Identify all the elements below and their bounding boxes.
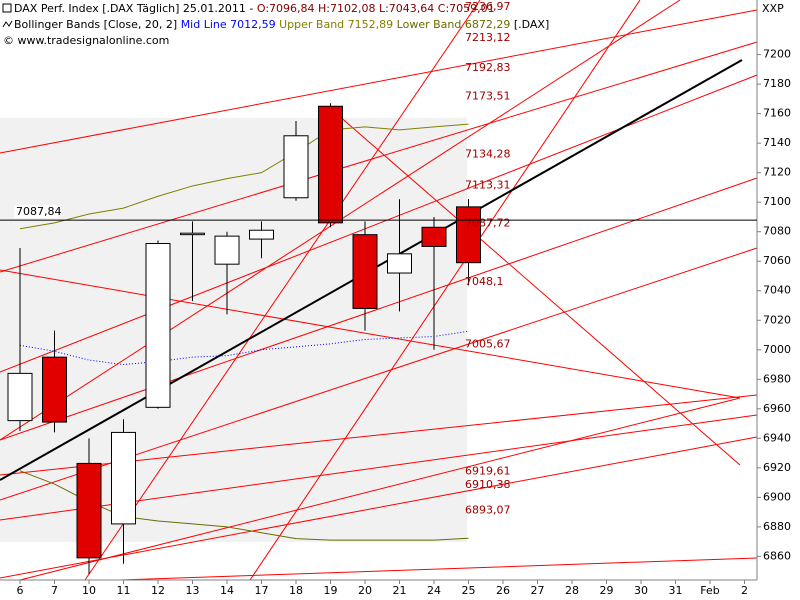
trend-line [0,41,758,273]
trend-line [0,436,758,579]
price-label-bg [14,205,58,219]
x-tick-label: 12 [151,584,165,597]
candle-body [42,356,67,423]
header-line: DAX Perf. Index [.DAX Täglich] 25.01.201… [14,2,495,15]
y-tick-label: 7160 [763,107,791,120]
y-tick-label: 6940 [763,431,791,444]
x-tick-label: 20 [358,584,372,597]
y-tick-label: 6980 [763,372,791,385]
y-tick-label: 6860 [763,549,791,562]
x-tick-label: 18 [289,584,303,597]
x-tick-label: 29 [600,584,614,597]
level-label: 6919,61 [465,464,511,477]
instrument-icon [2,3,12,13]
x-tick-label: 31 [669,584,683,597]
trend-line [0,177,758,441]
trend-line [84,0,481,581]
indicator-icon [2,20,13,28]
y-tick-label: 7000 [763,343,791,356]
y-tick-label: 6900 [763,490,791,503]
x-tick-label: 26 [496,584,510,597]
x-tick-label: 13 [186,584,200,597]
x-tick-label: 7 [51,584,58,597]
y-tick-label: 7020 [763,313,791,326]
legend-entry: Lower Band 6872,29 [397,18,511,31]
candle-body [387,253,412,274]
candle-body [421,226,447,247]
candle-body [283,135,309,199]
x-tick-label: 6 [17,584,24,597]
candle-body [145,243,171,408]
level-label: 6910,38 [465,478,511,491]
band-shade [0,118,467,542]
y-tick-label: 7180 [763,77,791,90]
ohlc-label: O:7096,84 H:7102,08 L:7043,64 C:7059,01 [257,2,495,15]
level-label: 7134,28 [465,148,511,161]
x-tick-label: 24 [427,584,441,597]
x-tick-label: 28 [565,584,579,597]
level-label: 7048,1 [465,275,504,288]
trend-line [329,107,741,466]
trend-line [0,9,758,154]
level-label: 7213,12 [465,31,511,44]
x-tick-label: 14 [220,584,234,597]
x-tick-label: 11 [117,584,131,597]
candle-body [111,431,136,525]
y-tick-label: 7120 [763,166,791,179]
level-label: 7113,31 [465,179,511,192]
candle-body [456,206,481,264]
indicator-name: Bollinger Bands [Close, 20, 2] [14,18,177,31]
candle-body [352,234,378,309]
x-tick-label: 10 [82,584,96,597]
trend-line [0,74,758,373]
indicator-symbol: [.DAX] [514,18,549,31]
x-tick-label: Feb [700,584,719,597]
candle-body [7,372,33,422]
level-label: 7236,97 [465,0,511,13]
level-label: 7005,67 [465,337,511,350]
price-label: 7087,84 [16,205,62,218]
y-tick-label: 6960 [763,402,791,415]
y-tick-label: 7080 [763,225,791,238]
x-tick-label: 30 [634,584,648,597]
candle-body [180,232,205,236]
plot-area [7,103,481,575]
band-line [19,123,469,230]
legend-entry: Mid Line 7012,59 [181,18,276,31]
candle-body [214,235,240,265]
level-label: 6893,07 [465,504,511,517]
y-tick-label: 7140 [763,136,791,149]
trend-line [19,397,741,581]
level-label: 7192,83 [465,61,511,74]
x-tick-label: 21 [393,584,407,597]
trend-line [119,557,758,581]
x-tick-label: 2 [741,584,748,597]
candle-body [76,462,102,559]
y-tick-label: 6920 [763,461,791,474]
candle-body [318,105,343,224]
level-label: 7087,72 [465,216,511,229]
y-tick-label: 7060 [763,254,791,267]
legend-entry: Upper Band 7152,89 [279,18,393,31]
x-tick-label: 25 [462,584,476,597]
x-tick-label: 19 [324,584,338,597]
level-label: 7173,51 [465,90,511,103]
copyright: © www.tradesignalonline.com [3,34,169,47]
chart-title: DAX Perf. Index [.DAX Täglich] 25.01.201… [14,2,253,15]
trend-line [0,269,741,399]
legend: Bollinger Bands [Close, 20, 2] Mid Line … [14,18,549,31]
corner-label: XXP [762,2,784,15]
y-tick-label: 7100 [763,195,791,208]
y-tick-label: 7040 [763,284,791,297]
candle-body [249,229,274,240]
x-tick-label: 17 [255,584,269,597]
trend-line [249,0,641,581]
y-tick-label: 7200 [763,48,791,61]
y-tick-label: 6880 [763,520,791,533]
x-tick-label: 27 [531,584,545,597]
